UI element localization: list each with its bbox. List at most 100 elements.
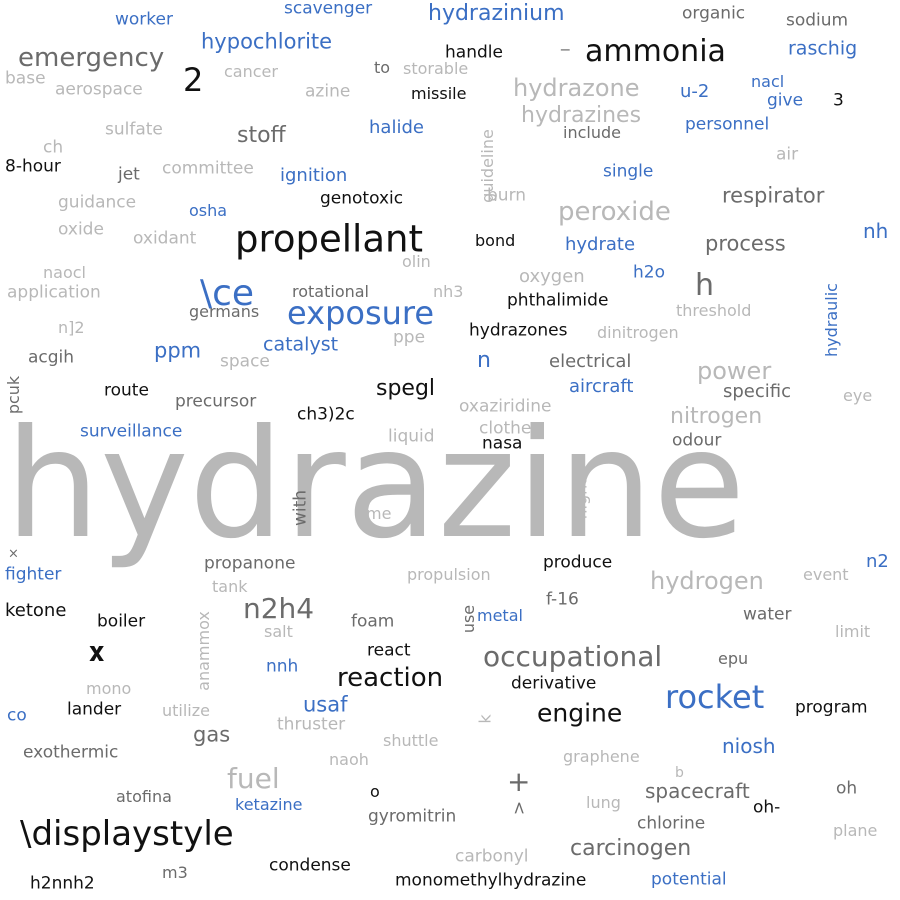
word-condense: condense [269,855,351,876]
word-worker: worker [115,9,173,30]
word-specific: specific [723,381,792,402]
word-hydrazone: hydrazone [513,74,640,102]
word-3: 3 [833,90,844,111]
word-sodium: sodium [786,10,849,31]
word-oxide: oxide [58,219,104,240]
word-ketone: ketone [5,600,67,621]
word-guidance: guidance [58,192,137,213]
word-azine: azine [305,81,351,102]
word-8-hour: 8-hour [5,156,61,177]
word-scavenger: scavenger [284,0,373,19]
word-u-2: u-2 [680,81,710,102]
word-plus: + [507,765,531,798]
word-exothermic: exothermic [23,742,119,763]
word-process: process [705,231,786,256]
word-application: application [7,282,101,303]
word-use: use [459,604,479,634]
word-propulsion: propulsion [407,565,491,584]
word-olin: olin [402,252,431,271]
word-propanone: propanone [204,553,296,574]
word-emergency: emergency [18,43,165,73]
word-oh: oh [836,778,858,799]
word-aircraft: aircraft [569,376,634,397]
word-carbonyl: carbonyl [455,846,529,867]
word-spacecraft: spacecraft [645,779,750,803]
word-me: me [366,504,392,523]
word-produce: produce [543,552,613,573]
word-niosh: niosh [722,734,776,758]
word-personnel: personnel [685,114,770,135]
word-handle: handle [445,42,503,63]
word-greater-than: > [509,800,530,816]
word-odour: odour [672,430,722,451]
word-nh: nh [863,219,889,243]
word-aerospace: aerospace [55,79,143,100]
word-spegl: spegl [376,376,436,401]
word-ketazine: ketazine [235,795,303,814]
word-b: b [675,765,684,781]
word-propellant: propellant [235,217,423,261]
word-o: o [370,782,380,801]
word-n2: n2 [866,551,889,572]
word-oxidant: oxidant [133,228,197,249]
word-liquid: liquid [388,426,435,447]
word-cancer: cancer [224,62,278,81]
word-nacl: nacl [751,72,785,91]
word-fuel: fuel [227,762,280,795]
word-graphene: graphene [563,747,640,766]
word-guideline: guideline [477,129,497,203]
word-anammox: anammox [193,611,213,691]
word-nh3: nh3 [433,282,464,301]
word-ignition: ignition [280,165,348,186]
word-route: route [104,380,149,401]
word-storable: storable [403,59,469,78]
word-water: water [743,604,792,625]
word-rotational: rotational [292,282,369,301]
word-threshold: threshold [676,301,752,320]
word-hydrogen: hydrogen [650,567,764,595]
word-ch: ch [43,137,64,158]
word-hydrazines: hydrazines [521,103,642,128]
word-hydraulic: hydraulic [821,283,841,357]
word-ammonia: ammonia [585,34,726,69]
word-co: co [7,705,27,726]
word-to: to [374,58,391,77]
word-gyromitrin: gyromitrin [368,806,457,827]
word-occupational: occupational [483,640,663,673]
word-chlorine: chlorine [637,813,706,834]
word-genotoxic: genotoxic [320,188,404,209]
word-oh-minus: oh- [753,797,781,818]
word-hydrazinium: hydrazinium [428,1,565,26]
word-halide: halide [369,117,424,138]
word-limit: limit [835,622,871,641]
word-k: k [475,714,495,724]
word-sulfate: sulfate [105,119,163,140]
word-lander: lander [67,699,122,720]
word-oxygen: oxygen [519,266,585,287]
word-germans: germans [189,302,260,321]
word-clothe: clothe [479,418,532,439]
word-engine: engine [537,698,623,728]
word-salt: salt [264,622,293,641]
word-exposure: exposure [287,294,435,332]
word-h2o: h2o [633,262,665,283]
word-4: 4 [528,518,548,530]
word-tank: tank [212,577,248,596]
word-nnh: nnh [266,656,299,677]
word-give: give [767,90,804,111]
word-committee: committee [162,158,254,179]
word-catalyst: catalyst [263,333,339,356]
word-epu: epu [718,649,749,668]
word-foam: foam [351,611,395,632]
word-derivative: derivative [511,673,597,694]
word-ch32c: ch3)2c [297,404,355,425]
word-boiler: boiler [97,611,146,632]
word-respirator: respirator [722,183,825,208]
word-potential: potential [651,869,727,890]
word-jet: jet [118,164,140,185]
word-n2h4: n2h4 [243,592,315,625]
word-ppe: ppe [393,327,426,348]
word-electrical: electrical [549,351,632,372]
word-reaction: reaction [337,663,444,693]
